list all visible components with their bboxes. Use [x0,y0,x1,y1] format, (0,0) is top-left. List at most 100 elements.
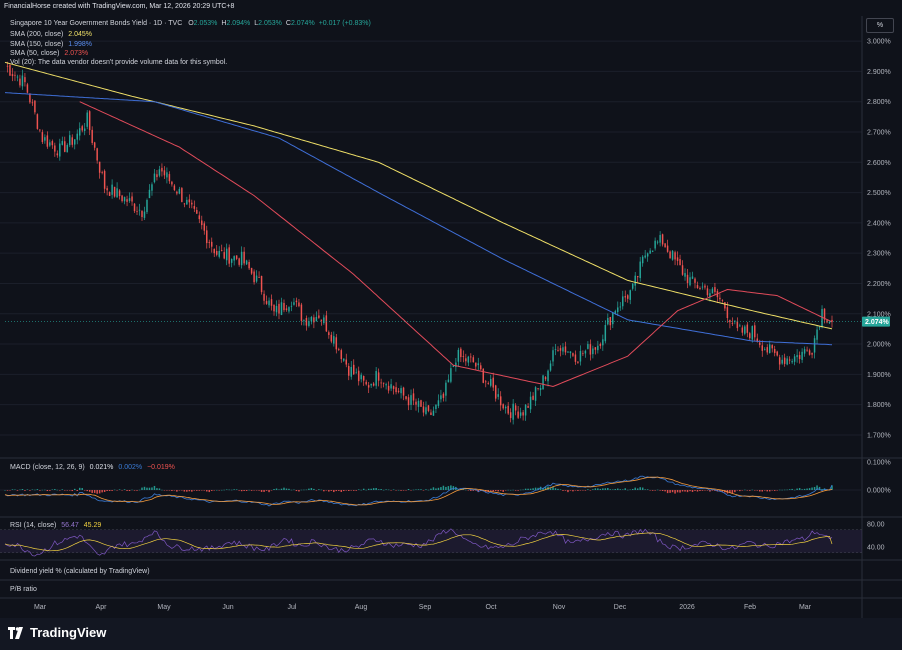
legend-volume[interactable]: Vol (20): The data vendor doesn't provid… [10,59,227,66]
candle [183,202,186,208]
legend-macd-hist: −0.019% [147,464,175,471]
candle-body [485,381,487,383]
macd-histogram-bar [128,490,131,492]
candle-body [293,302,295,305]
rsi-pane: 80.00 40.00 [0,522,885,557]
legend-sma200[interactable]: SMA (200, close) 2.045% [10,31,92,38]
tradingview-logo[interactable]: TradingView [8,625,106,640]
unit-toggle-button[interactable]: % [866,18,894,33]
candle-body [634,275,636,286]
legend-pb-ratio[interactable]: P/B ratio [10,586,37,593]
candle-body [664,243,666,248]
macd-histogram-bar [81,488,83,490]
macd-histogram-bar [524,488,527,490]
candle-body [465,358,467,362]
macd-histogram-bar [721,490,724,492]
macd-histogram-bar [641,487,644,490]
macd-histogram-bar [425,489,427,490]
candle [562,343,564,355]
candle-body [470,356,472,358]
legend-rsi-value: 56.47 [61,522,79,529]
candle-body [39,129,41,131]
candle-body [268,300,270,306]
candle-body [345,359,348,365]
candle-body [552,350,554,362]
macd-histogram-bar [681,490,684,492]
candle-body [11,74,14,77]
macd-histogram-bar [34,489,36,491]
candle-body [477,363,480,366]
macd-histogram-bar [592,489,594,490]
candle [178,186,181,195]
candle-body [300,304,303,321]
candle [709,289,711,302]
candle-body [275,306,278,313]
candle-body [579,351,582,362]
candle-body [582,353,584,355]
legend-rsi[interactable]: RSI (14, close) 56.47 45.29 [10,522,101,529]
candle [243,247,245,266]
macd-histogram-bar [36,489,39,490]
candle [502,403,504,410]
candle [230,258,233,268]
candle [592,345,594,359]
candle [211,237,213,253]
candle [181,186,183,203]
macd-histogram-bar [148,487,151,490]
candle-body [325,315,328,332]
candle-body [412,393,415,401]
candle-body [557,350,559,352]
time-axis[interactable]: Mar Apr May Jun Jul Aug Sep Oct Nov Dec 2026 Feb Mar [34,604,812,611]
candle-body [460,348,462,358]
macd-histogram-bar [78,487,81,490]
candle [736,317,739,332]
legend-sma50[interactable]: SMA (50, close) 2.073% [10,50,88,57]
candle-body [519,412,522,416]
macd-histogram-bar [629,489,631,491]
macd-histogram-bar [450,485,452,490]
candle-body [14,74,16,76]
candle-body [283,302,285,311]
candle [265,295,268,305]
macd-histogram-bar [121,490,123,491]
candle [609,316,612,331]
candle [589,339,592,361]
candle [432,406,435,416]
candle-body [602,339,604,346]
candle [121,194,123,203]
macd-histogram-bar [744,489,746,491]
macd-histogram-bar [664,490,666,492]
macd-histogram-bar [514,490,517,491]
macd-histogram-bar [255,490,258,491]
candle-body [343,358,345,361]
macd-histogram-bar [275,488,278,490]
candle-body [88,111,91,131]
last-price-badge [862,316,890,327]
candle [191,199,193,209]
macd-histogram-bar [91,490,93,493]
candle [602,334,604,351]
macd-histogram-bar [188,490,191,492]
candle-body [265,301,268,304]
macd-histogram-bar [83,490,86,491]
candle-body [323,317,325,324]
price-axis[interactable]: 3.000% 2.900% 2.800% 2.700% 2.600% 2.500% 2.40… [867,39,891,440]
legend-macd[interactable]: MACD (close, 12, 26, 9) 0.021% 0.002% −0… [10,464,175,471]
macd-histogram-bar [211,490,213,491]
candle-body [786,358,788,365]
candle-body [689,277,691,286]
macd-histogram-bar [225,489,228,490]
macd-histogram-bar [756,490,759,491]
candle-body [514,405,517,411]
macd-axis-label: 0.100% [867,460,891,467]
candle [26,82,29,94]
legend-dividend-yield[interactable]: Dividend yield % (calculated by TradingV… [10,568,150,575]
price-chart[interactable]: 3.000% 2.900% 2.800% 2.700% 2.600% 2.500% 2.40… [0,0,902,618]
candle [283,299,285,313]
candle [574,350,577,365]
candle-body [133,203,136,212]
macd-histogram-bar [791,488,793,490]
candle-body [597,345,599,351]
legend-sma150[interactable]: SMA (150, close) 1.998% [10,41,92,48]
candle [151,182,153,196]
